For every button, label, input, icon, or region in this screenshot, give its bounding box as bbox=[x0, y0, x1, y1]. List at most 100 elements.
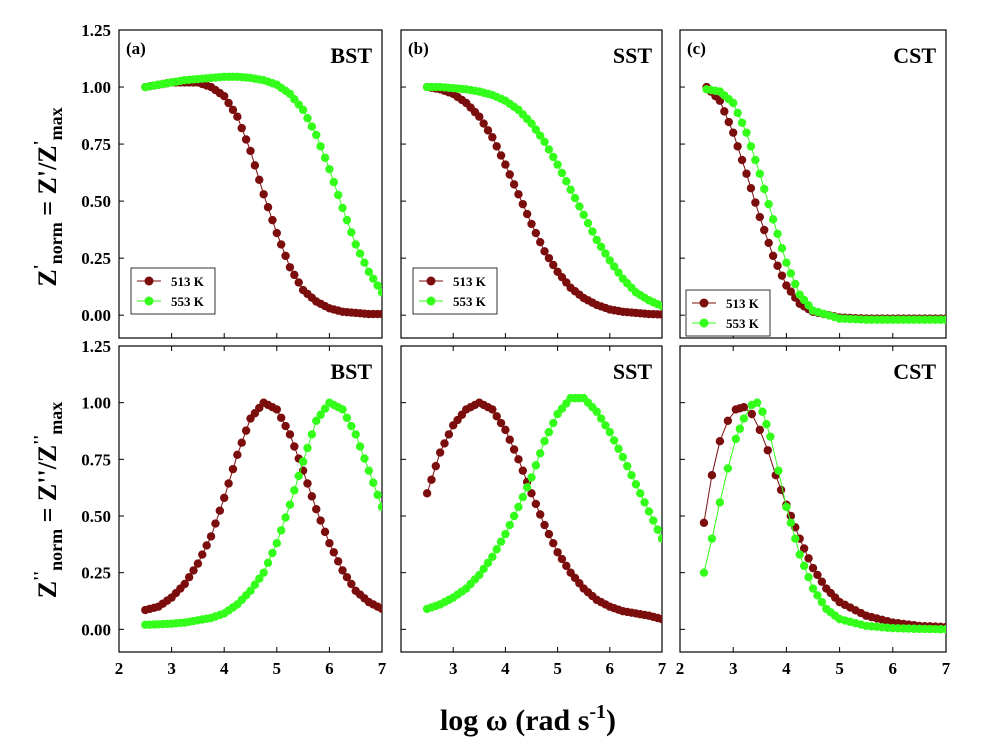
legend-label: 553 K bbox=[171, 294, 205, 309]
data-point bbox=[518, 466, 527, 475]
data-point bbox=[791, 279, 800, 289]
svg-text:Z'norm = Z'/Z'max: Z'norm = Z'/Z'max bbox=[30, 107, 66, 286]
data-point bbox=[609, 436, 619, 445]
data-point bbox=[259, 190, 268, 199]
data-point bbox=[747, 409, 757, 419]
data-point bbox=[763, 446, 772, 455]
data-point bbox=[544, 253, 554, 263]
data-point bbox=[715, 498, 725, 507]
data-point bbox=[527, 473, 536, 482]
data-point bbox=[746, 142, 756, 151]
data-point bbox=[768, 215, 778, 224]
data-point bbox=[527, 219, 536, 229]
data-point bbox=[303, 479, 312, 488]
legend-marker bbox=[426, 296, 436, 306]
data-point bbox=[544, 427, 554, 437]
data-point bbox=[631, 480, 641, 489]
data-point bbox=[325, 164, 334, 174]
data-point bbox=[549, 152, 558, 162]
data-point bbox=[777, 271, 787, 280]
x-tick-label: 5 bbox=[835, 659, 844, 678]
data-point bbox=[285, 430, 295, 439]
data-point bbox=[255, 175, 264, 185]
data-point bbox=[290, 270, 299, 280]
legend-label: 513 K bbox=[453, 274, 487, 289]
data-point bbox=[707, 471, 717, 480]
data-point bbox=[233, 112, 242, 121]
series-line bbox=[703, 406, 946, 628]
data-point bbox=[215, 506, 225, 515]
data-point bbox=[303, 443, 312, 453]
data-point bbox=[342, 413, 352, 422]
x-tick-label: 2 bbox=[115, 659, 124, 678]
panels-group: 0.00 0.25 0.50 0.75 1.00 1.25 BST (a) 513 K 553 K… bbox=[81, 21, 951, 678]
data-point bbox=[351, 240, 360, 249]
data-point bbox=[444, 430, 454, 439]
data-point bbox=[325, 539, 334, 548]
data-point bbox=[614, 444, 623, 453]
data-point bbox=[768, 251, 778, 261]
data-point bbox=[233, 450, 242, 459]
data-point bbox=[320, 404, 330, 413]
x-tick-label: 4 bbox=[220, 659, 229, 678]
data-point bbox=[342, 573, 352, 582]
data-point bbox=[250, 580, 260, 589]
panel-title: BST bbox=[330, 359, 372, 384]
data-point bbox=[723, 464, 733, 473]
y-tick-label: 0.50 bbox=[81, 192, 111, 211]
data-point bbox=[320, 153, 330, 162]
data-point bbox=[588, 227, 597, 236]
data-point bbox=[360, 258, 369, 267]
series-group bbox=[422, 82, 662, 319]
series-group bbox=[141, 398, 382, 629]
data-point bbox=[518, 492, 527, 502]
data-point bbox=[737, 118, 747, 127]
data-point bbox=[813, 591, 822, 600]
data-point bbox=[333, 557, 343, 566]
data-point bbox=[657, 534, 662, 543]
data-point bbox=[228, 464, 238, 474]
data-point bbox=[338, 203, 347, 213]
data-point bbox=[427, 475, 436, 484]
data-point bbox=[290, 486, 299, 495]
data-point bbox=[786, 518, 796, 527]
data-point bbox=[307, 492, 317, 501]
data-point bbox=[579, 210, 588, 219]
legend-marker bbox=[426, 276, 436, 286]
panel-title: CST bbox=[893, 359, 936, 384]
data-point bbox=[496, 537, 506, 546]
data-point bbox=[557, 554, 567, 564]
data-point bbox=[742, 169, 751, 178]
data-point bbox=[739, 414, 749, 423]
data-point bbox=[268, 548, 277, 558]
data-point bbox=[369, 274, 378, 283]
data-point bbox=[290, 442, 299, 451]
legend-label: 553 K bbox=[726, 316, 760, 331]
data-point bbox=[755, 212, 764, 222]
data-point bbox=[312, 130, 321, 140]
data-point bbox=[514, 190, 523, 199]
data-point bbox=[699, 518, 709, 527]
data-point bbox=[496, 151, 506, 160]
data-point bbox=[320, 527, 330, 537]
data-point bbox=[707, 534, 717, 543]
data-point bbox=[596, 414, 606, 423]
y-tick-label: 0.50 bbox=[81, 507, 111, 526]
data-point bbox=[609, 262, 619, 271]
y-axis-label-bottom: Z''norm = Z''/Z''max bbox=[30, 402, 66, 599]
panel-title: SST bbox=[613, 359, 652, 384]
data-point bbox=[263, 202, 273, 212]
data-point bbox=[531, 125, 541, 134]
panel-4: 3 4 5 6 7 SST bbox=[400, 345, 667, 678]
x-tick-label: 4 bbox=[501, 659, 510, 678]
legend-marker bbox=[699, 298, 709, 308]
data-point bbox=[276, 413, 286, 422]
data-point bbox=[338, 566, 347, 575]
panel-0: 0.00 0.25 0.50 0.75 1.00 1.25 BST (a) 513 K 553 K bbox=[81, 21, 383, 339]
data-point bbox=[276, 526, 286, 535]
data-point bbox=[570, 193, 580, 203]
x-tick-label: 4 bbox=[782, 659, 791, 678]
x-tick-label: 6 bbox=[606, 659, 615, 678]
data-point bbox=[514, 502, 523, 512]
